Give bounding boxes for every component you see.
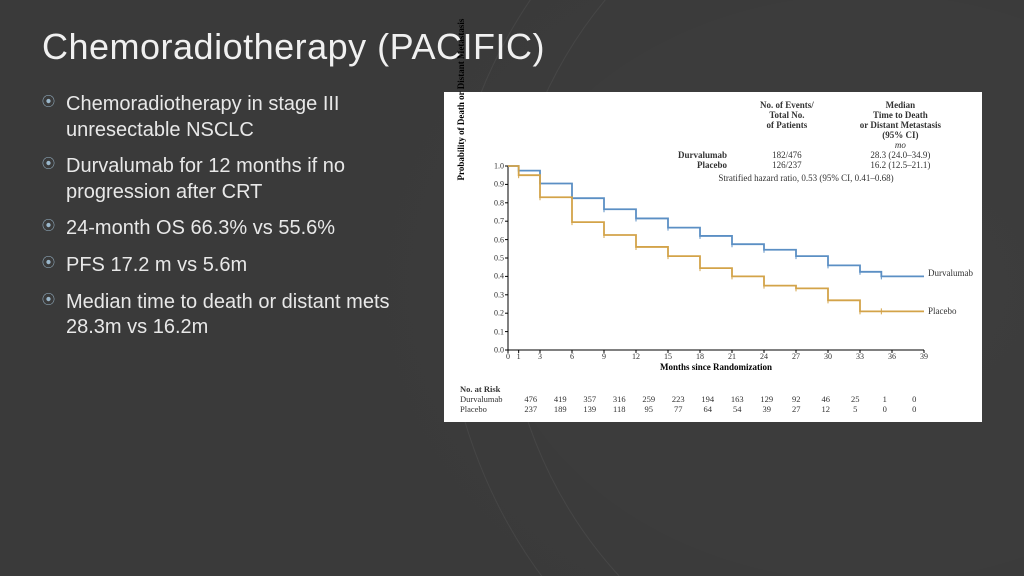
bullet-list: Chemoradiotherapy in stage III unresecta…	[42, 92, 432, 422]
hdr-median-title: MedianTime to Deathor Distant Metastasis…	[833, 100, 968, 140]
risk-title: No. at Risk	[460, 384, 968, 394]
risk-row-durvalumab: Durvalumab476419357316259223194163129924…	[460, 394, 968, 404]
slide-title: Chemoradiotherapy (PACIFIC)	[42, 26, 982, 68]
hdr-median-0: 28.3 (24.0–34.9)	[833, 150, 968, 160]
list-item: 24-month OS 66.3% vs 55.6%	[66, 216, 432, 242]
hdr-events-title: No. of Events/Total No.of Patients	[741, 100, 833, 140]
plot-area: Durvalumab Placebo 0.00.10.20.30.40.50.6…	[508, 166, 924, 350]
hdr-events-0: 182/476	[741, 150, 833, 160]
risk-row-placebo: Placebo23718913911895776454392712500	[460, 404, 968, 414]
list-item: Chemoradiotherapy in stage III unresecta…	[66, 92, 432, 143]
y-axis-label: Probability of Death or Distant Metastas…	[456, 17, 466, 182]
hdr-name-0: Durvalumab	[644, 150, 741, 160]
list-item: Durvalumab for 12 months if no progressi…	[66, 154, 432, 205]
slide: Chemoradiotherapy (PACIFIC) Chemoradioth…	[0, 0, 1024, 576]
km-svg	[508, 166, 924, 350]
content-row: Chemoradiotherapy in stage III unresecta…	[42, 92, 982, 422]
series-label-durvalumab: Durvalumab	[928, 268, 973, 278]
hdr-unit: mo	[833, 140, 968, 150]
list-item: PFS 17.2 m vs 5.6m	[66, 253, 432, 279]
no-at-risk: No. at Risk Durvalumab476419357316259223…	[460, 384, 968, 414]
x-axis-label: Months since Randomization	[508, 362, 924, 372]
km-figure: No. of Events/Total No.of Patients Media…	[444, 92, 982, 422]
list-item: Median time to death or distant mets 28.…	[66, 290, 432, 341]
series-label-placebo: Placebo	[928, 306, 957, 316]
